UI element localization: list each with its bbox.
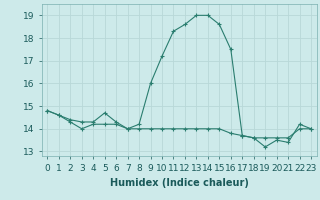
X-axis label: Humidex (Indice chaleur): Humidex (Indice chaleur) <box>110 178 249 188</box>
